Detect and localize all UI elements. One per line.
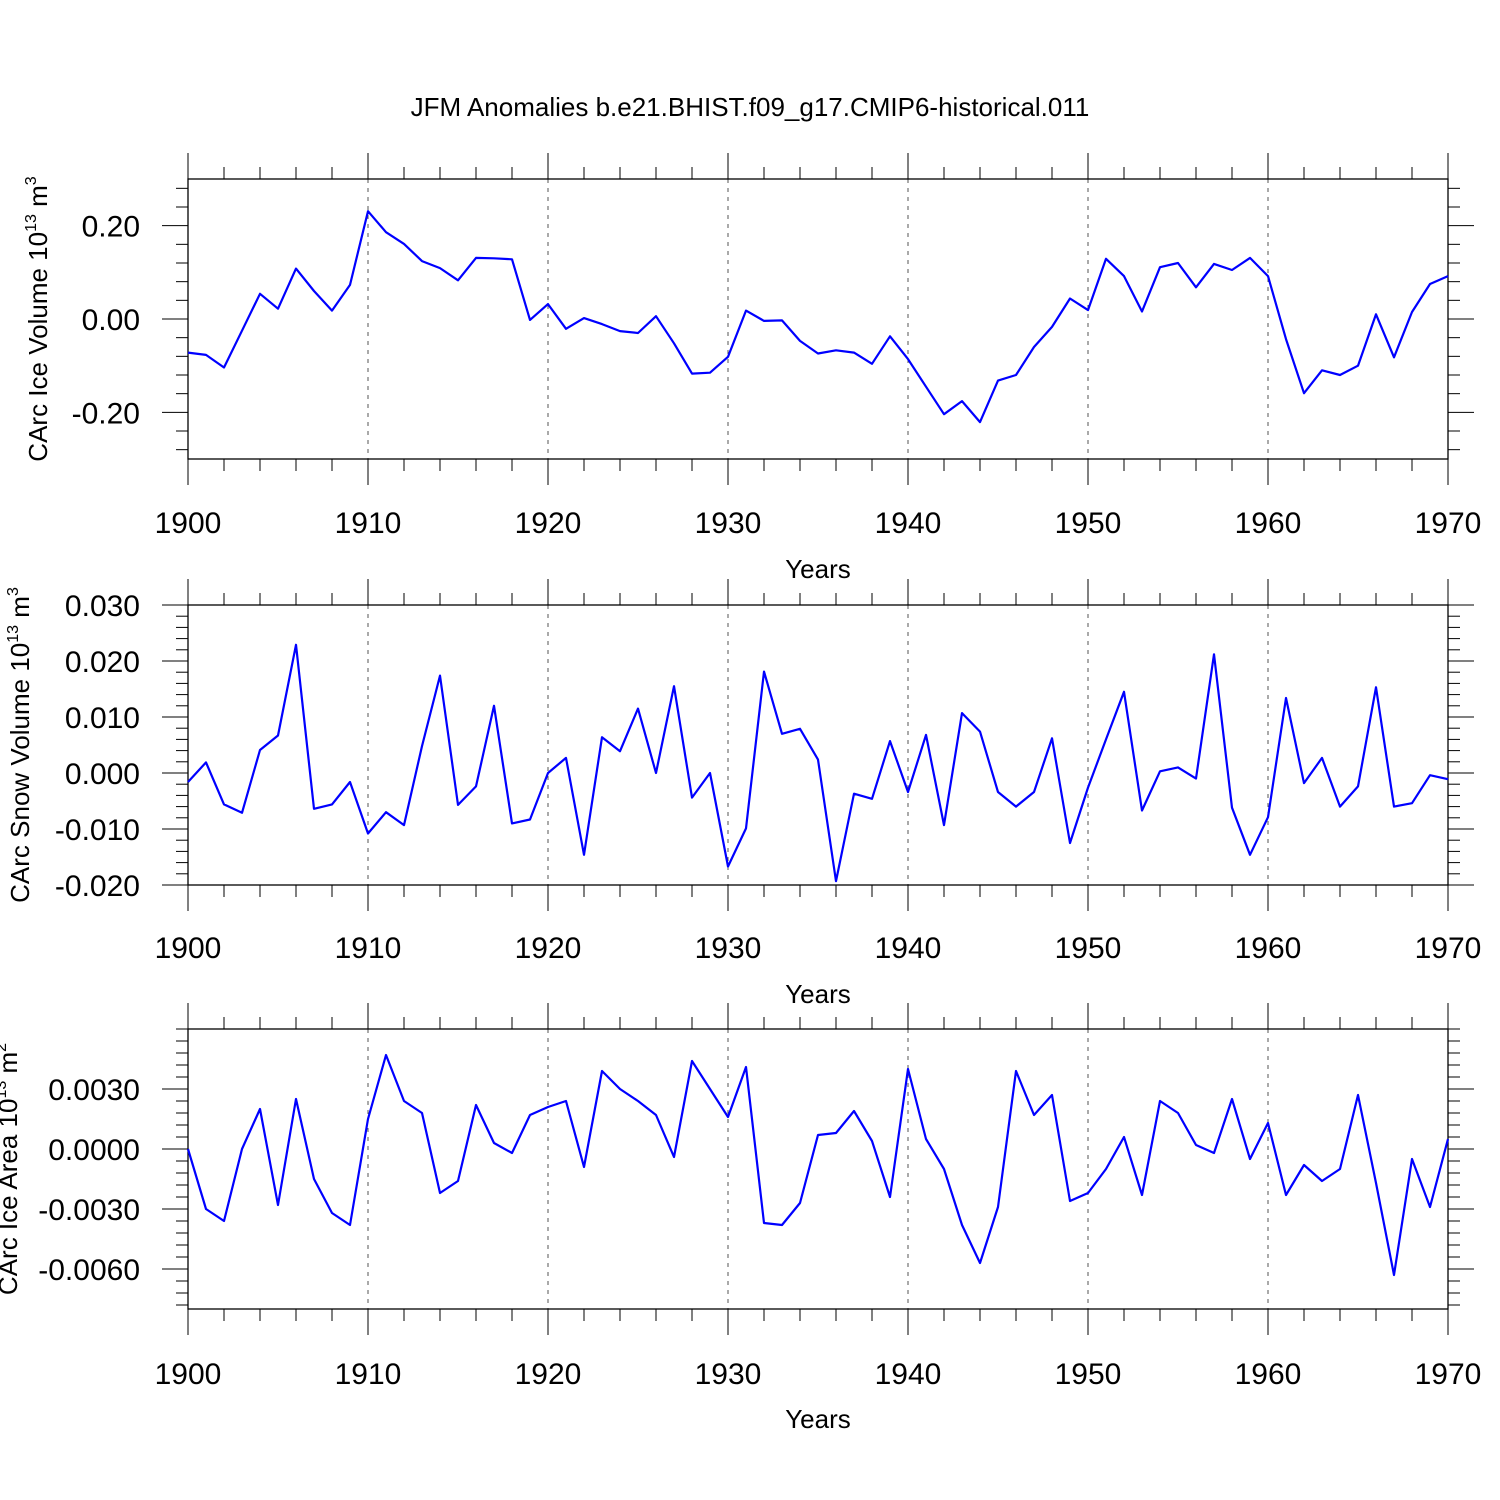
ice-volume-x-tick-label: 1910 [335, 507, 402, 540]
snow-volume-x-tick-label: 1950 [1055, 932, 1122, 965]
y-axis-title-snow-volume: CArc Snow Volume 1013 m3 [5, 587, 35, 903]
ice-volume-y-axis-title-exponent: 13 [23, 214, 40, 232]
ice-volume-y-axis-title-text: CArc Ice Volume 10 [23, 232, 53, 462]
ice-volume-x-tick-label: 1960 [1235, 507, 1302, 540]
ice-volume-y-tick-label: 0.00 [82, 304, 140, 337]
snow-volume-x-tick-label: 1970 [1415, 932, 1482, 965]
panel-ice-volume: CArc Ice Volume 1013 m3 1900 1910 1920 1930… [23, 153, 1482, 584]
ice-volume-x-tick-label: 1970 [1415, 507, 1482, 540]
snow-volume-y-axis-title-text: CArc Snow Volume 10 [5, 643, 35, 903]
ice-area-series-line [186, 1053, 1450, 1277]
snow-volume-x-tick-label: 1910 [335, 932, 402, 965]
ice-volume-x-tick-label: 1900 [155, 507, 222, 540]
snow-volume-x-axis-title: Years [785, 979, 851, 1009]
ice-area-y-tick-label: 0.0030 [48, 1074, 140, 1107]
snow-volume-x-tick-label: 1920 [515, 932, 582, 965]
snow-volume-y-tick-label: 0.010 [65, 702, 140, 735]
ice-volume-x-tick-label: 1930 [695, 507, 762, 540]
ice-area-plot-frame [187, 1028, 1449, 1310]
ice-area-x-tick-label: 1910 [335, 1358, 402, 1391]
snow-volume-x-tick-label: 1930 [695, 932, 762, 965]
ice-area-y-axis-title-text: CArc Ice Area 10 [0, 1099, 23, 1296]
snow-volume-y-tick-label: 0.030 [65, 590, 140, 623]
ice-volume-x-tick-label: 1920 [515, 507, 582, 540]
snow-volume-x-tick-label: 1960 [1235, 932, 1302, 965]
snow-volume-y-tick-label: -0.010 [55, 814, 140, 847]
ice-volume-x-tick-label: 1940 [875, 507, 942, 540]
snow-volume-y-tick-label: 0.020 [65, 646, 140, 679]
snow-volume-x-tick-label: 1940 [875, 932, 942, 965]
ice-area-y-axis-title-unit-exponent: 2 [0, 1043, 10, 1052]
ice-area-y-tick-label: -0.0030 [38, 1194, 140, 1227]
ice-volume-y-axis-title-unit-exponent: 3 [23, 176, 40, 185]
ice-area-x-tick-label: 1940 [875, 1358, 942, 1391]
ice-volume-y-tick-label: 0.20 [82, 211, 140, 244]
ice-area-y-tick-label: 0.0000 [48, 1134, 140, 1167]
ice-volume-y-axis-title-unit: m [23, 185, 53, 214]
panel-snow-volume: CArc Snow Volume 1013 m3 1900 1910 1920 193… [5, 579, 1482, 1009]
y-axis-title-ice-area: CArc Ice Area 1013 m2 [0, 1043, 23, 1295]
ice-area-y-tick-label: -0.0060 [38, 1254, 140, 1287]
ice-volume-x-tick-label: 1950 [1055, 507, 1122, 540]
snow-volume-y-tick-label: -0.020 [55, 870, 140, 903]
snow-volume-plot-frame [187, 604, 1449, 886]
panel-ice-area: CArc Ice Area 1013 m2 1900 1910 1920 1930 19… [0, 1003, 1481, 1434]
ice-area-y-axis-title-exponent: 13 [0, 1081, 10, 1099]
y-axis-title-ice-volume: CArc Ice Volume 1013 m3 [23, 176, 53, 461]
ice-area-x-tick-label: 1920 [515, 1358, 582, 1391]
ice-volume-series-line [187, 210, 1449, 424]
ice-volume-x-axis-title: Years [785, 554, 851, 584]
snow-volume-y-axis-title-unit: m [5, 596, 35, 625]
ice-area-x-tick-label: 1960 [1235, 1358, 1302, 1391]
ice-area-x-tick-label: 1970 [1415, 1358, 1482, 1391]
ice-area-x-tick-label: 1930 [695, 1358, 762, 1391]
figure-title: JFM Anomalies b.e21.BHIST.f09_g17.CMIP6-… [411, 92, 1090, 122]
ice-area-y-axis-title-unit: m [0, 1052, 23, 1081]
ice-volume-y-tick-label: -0.20 [72, 397, 140, 430]
ice-area-x-axis-title: Years [785, 1404, 851, 1434]
ice-area-x-tick-label: 1900 [155, 1358, 222, 1391]
snow-volume-series-line [187, 643, 1449, 883]
snow-volume-y-axis-title-exponent: 13 [5, 625, 22, 643]
snow-volume-y-axis-title-unit-exponent: 3 [5, 587, 22, 596]
snow-volume-y-tick-label: 0.000 [65, 758, 140, 791]
ice-area-x-tick-label: 1950 [1055, 1358, 1122, 1391]
snow-volume-x-tick-label: 1900 [155, 932, 222, 965]
